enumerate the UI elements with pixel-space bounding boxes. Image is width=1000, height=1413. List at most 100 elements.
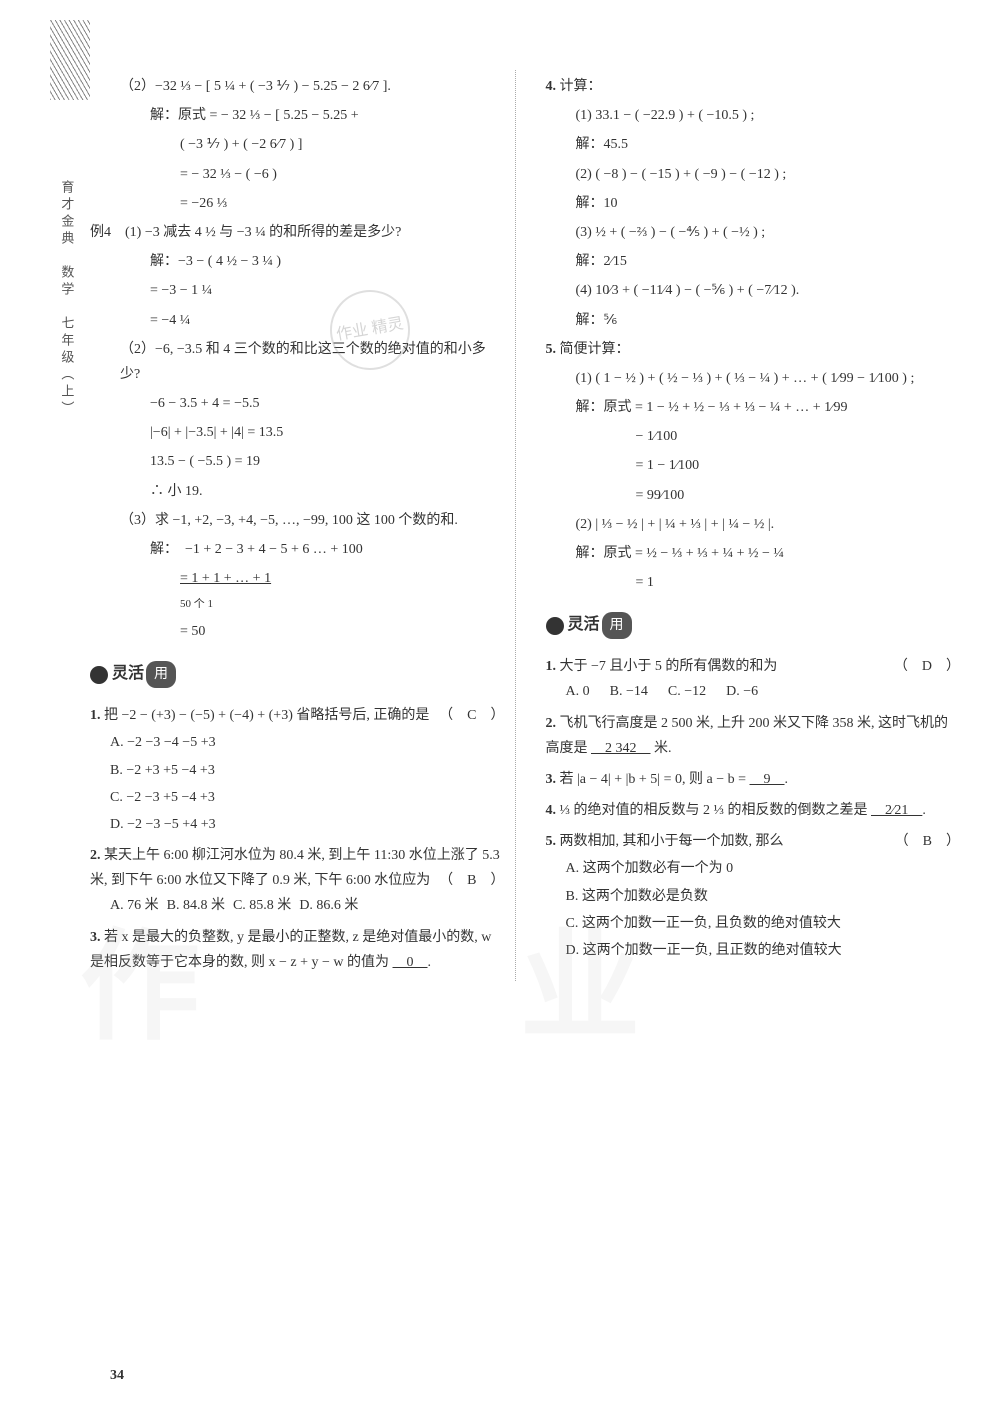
q4-1: (1) 33.1 − ( −22.9 ) + ( −10.5 ) ; xyxy=(546,103,961,128)
options: A. −2 −3 −4 −5 +3 B. −2 +3 +5 −4 +3 C. −… xyxy=(90,730,505,837)
q4-3: (3) ½ + ( −⅔ ) − ( −⅘ ) + ( −½ ) ; xyxy=(546,220,961,245)
page-number: 34 xyxy=(110,1363,124,1388)
annotation: 50 个 1 xyxy=(90,595,505,615)
q5-1-sol2: = 1 − 1⁄100 xyxy=(546,453,961,478)
solution-line: = −4 ¼ xyxy=(90,308,505,333)
solution-line: ( −3 ⅐ ) + ( −2 6⁄7 ) ] xyxy=(90,132,505,157)
options: A. 76 米 B. 84.8 米 C. 85.8 米 D. 86.6 米 xyxy=(90,893,505,918)
solution-line: 解：原式 = − 32 ⅓ − [ 5.25 − 5.25 + xyxy=(90,103,505,128)
q-text: 若 x 是最大的负整数, y 是最小的正整数, z 是绝对值最小的数, w 是相… xyxy=(90,930,491,970)
section-badge: 灵活 用 xyxy=(90,660,176,689)
left-column: （2）−32 ⅓ − [ 5 ¼ + ( −3 ⅐ ) − 5.25 − 2 6… xyxy=(90,70,516,981)
answer-paren: （ B ） xyxy=(439,868,504,893)
badge-icon xyxy=(90,666,108,684)
solution-line: = −26 ⅓ xyxy=(90,191,505,216)
solution-line: = 1 + 1 + … + 1 xyxy=(90,566,505,591)
question-1: 1. 把 −2 − (+3) − (−5) + (−4) + (+3) 省略括号… xyxy=(90,703,505,837)
q-num: 4. xyxy=(546,803,560,818)
badge-label: 灵活 xyxy=(568,611,600,640)
q-text: 两数相加, 其和小于每一个加数, 那么 xyxy=(560,834,784,849)
option-a: A. 0 xyxy=(566,679,590,704)
q-tail: 米. xyxy=(654,741,672,756)
option-a: A. 这两个加数必有一个为 0 xyxy=(566,856,961,881)
q5-1-sol1: 解：原式 = 1 − ½ + ½ − ⅓ + ⅓ − ¼ + … + 1⁄99 xyxy=(546,395,961,420)
option-d: D. −2 −3 −5 +4 +3 xyxy=(110,812,505,837)
q4-2-ans: 解：10 xyxy=(546,191,961,216)
solution-line: ∴ 小 19. xyxy=(90,479,505,504)
option-d: D. −6 xyxy=(726,679,758,704)
option-a: A. −2 −3 −4 −5 +3 xyxy=(110,730,505,755)
example-4-p2: （2）−6, −3.5 和 4 三个数的和比这三个数的绝对值的和小多少? xyxy=(90,337,505,387)
q-num: 5. xyxy=(546,834,560,849)
solution-line: 解：−3 − ( 4 ½ − 3 ¼ ) xyxy=(90,249,505,274)
option-d: D. 这两个加数一正一负, 且正数的绝对值较大 xyxy=(566,938,961,963)
q-text: 把 −2 − (+3) − (−5) + (−4) + (+3) 省略括号后, … xyxy=(104,708,429,723)
r-question-4: 4. ⅓ 的绝对值的相反数与 2 ⅓ 的相反数的倒数之差是 2⁄21 . xyxy=(546,798,961,823)
right-column: 4. 4. 计算：计算： (1) 33.1 − ( −22.9 ) + ( −1… xyxy=(536,70,961,981)
q-num: 3. xyxy=(546,772,560,787)
q4-3-ans: 解：2⁄15 xyxy=(546,249,961,274)
expr-line: （2）−32 ⅓ − [ 5 ¼ + ( −3 ⅐ ) − 5.25 − 2 6… xyxy=(90,74,505,99)
q-num: 2. xyxy=(90,848,104,863)
q-num: 2. xyxy=(546,716,560,731)
q-num: 3. xyxy=(90,930,104,945)
option-b: B. −2 +3 +5 −4 +3 xyxy=(110,758,505,783)
example-4-title: 例4 (1) −3 减去 4 ½ 与 −3 ¼ 的和所得的差是多少? xyxy=(90,220,505,245)
badge-icon xyxy=(546,617,564,635)
answer-paren: （ B ） xyxy=(895,829,960,854)
solution-line: = −3 − 1 ¼ xyxy=(90,278,505,303)
option-c: C. 这两个加数一正一负, 且负数的绝对值较大 xyxy=(566,911,961,936)
q5-2-sol1: 解：原式 = ½ − ⅓ + ⅓ + ¼ + ½ − ¼ xyxy=(546,541,961,566)
r-question-2: 2. 飞机飞行高度是 2 500 米, 上升 200 米又下降 358 米, 这… xyxy=(546,711,961,761)
q-num: 1. xyxy=(90,708,104,723)
option-b: B. 84.8 米 xyxy=(167,893,225,918)
option-c: C. −2 −3 +5 −4 +3 xyxy=(110,785,505,810)
option-b: B. −14 xyxy=(610,679,648,704)
q5-1-sol1b: − 1⁄100 xyxy=(546,424,961,449)
solution-line: = 50 xyxy=(90,619,505,644)
solution-line: = − 32 ⅓ − ( −6 ) xyxy=(90,162,505,187)
r-question-1: 1. 大于 −7 且小于 5 的所有偶数的和为 （ D ） A. 0 B. −1… xyxy=(546,654,961,704)
solution-line: −6 − 3.5 + 4 = −5.5 xyxy=(90,391,505,416)
answer-paren: （ D ） xyxy=(894,654,960,679)
corner-hatch xyxy=(50,20,90,100)
underlined-sum: = 1 + 1 + … + 1 xyxy=(180,571,271,586)
fill-blank: 0 xyxy=(393,955,428,970)
option-d: D. 86.6 米 xyxy=(299,893,358,918)
question-2: 2. 某天上午 6:00 柳江河水位为 80.4 米, 到上午 11:30 水位… xyxy=(90,843,505,919)
fill-blank: 9 xyxy=(750,772,785,787)
q-num: 1. xyxy=(546,659,560,674)
q5-1-sol3: = 99⁄100 xyxy=(546,483,961,508)
q-text: 大于 −7 且小于 5 的所有偶数的和为 xyxy=(560,659,778,674)
sidebar-title: 育才金典 数学 七年级（上） xyxy=(55,180,78,418)
q5-title: 5. 简便计算： xyxy=(546,337,961,362)
q5-2-sol2: = 1 xyxy=(546,570,961,595)
fill-blank: 2 342 xyxy=(591,741,651,756)
page-content: （2）−32 ⅓ − [ 5 ¼ + ( −3 ⅐ ) − 5.25 − 2 6… xyxy=(0,0,1000,1011)
q4-4-ans: 解：⅚ xyxy=(546,308,961,333)
options: A. 0 B. −14 C. −12 D. −6 xyxy=(546,679,961,704)
options: A. 这两个加数必有一个为 0 B. 这两个加数必是负数 C. 这两个加数一正一… xyxy=(546,856,961,963)
solution-line: 解： −1 + 2 − 3 + 4 − 5 + 6 … + 100 xyxy=(90,537,505,562)
section-badge: 灵活 用 xyxy=(546,611,632,640)
badge-label: 灵活 xyxy=(112,660,144,689)
q4-1-ans: 解：45.5 xyxy=(546,132,961,157)
q4-4: (4) 10⁄3 + ( −11⁄4 ) − ( −⅚ ) + ( −7⁄12 … xyxy=(546,278,961,303)
option-c: C. 85.8 米 xyxy=(233,893,291,918)
q-text: 若 |a − 4| + |b + 5| = 0, 则 a − b = xyxy=(560,772,747,787)
r-question-3: 3. 若 |a − 4| + |b + 5| = 0, 则 a − b = 9 … xyxy=(546,767,961,792)
example-4-p3: （3）求 −1, +2, −3, +4, −5, …, −99, 100 这 1… xyxy=(90,508,505,533)
r-question-5: 5. 两数相加, 其和小于每一个加数, 那么 （ B ） A. 这两个加数必有一… xyxy=(546,829,961,963)
question-3: 3. 若 x 是最大的负整数, y 是最小的正整数, z 是绝对值最小的数, w… xyxy=(90,925,505,975)
q4-title: 4. 4. 计算：计算： xyxy=(546,74,961,99)
fill-blank: 2⁄21 xyxy=(871,803,922,818)
q5-2: (2) | ⅓ − ½ | + | ¼ + ⅓ | + | ¼ − ½ |. xyxy=(546,512,961,537)
q-text: ⅓ 的绝对值的相反数与 2 ⅓ 的相反数的倒数之差是 xyxy=(560,803,868,818)
badge-pill: 用 xyxy=(146,661,176,688)
q4-2: (2) ( −8 ) − ( −15 ) + ( −9 ) − ( −12 ) … xyxy=(546,162,961,187)
option-b: B. 这两个加数必是负数 xyxy=(566,884,961,909)
q5-1: (1) ( 1 − ½ ) + ( ½ − ⅓ ) + ( ⅓ − ¼ ) + … xyxy=(546,366,961,391)
solution-line: |−6| + |−3.5| + |4| = 13.5 xyxy=(90,420,505,445)
option-c: C. −12 xyxy=(668,679,706,704)
option-a: A. 76 米 xyxy=(110,893,159,918)
